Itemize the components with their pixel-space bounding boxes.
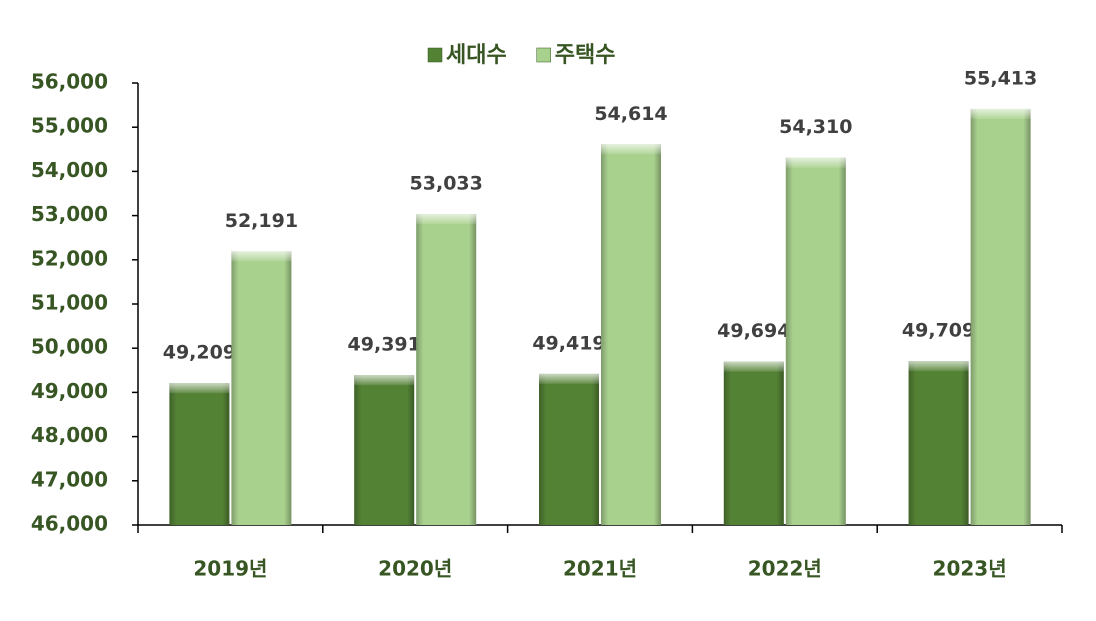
x-tick-label: 2019년: [193, 557, 267, 581]
value-label: 49,709: [902, 320, 975, 342]
bar-cap: [723, 361, 784, 372]
bar-cap: [354, 375, 415, 386]
bar-cap: [601, 144, 661, 155]
bar-shade: [539, 373, 599, 525]
value-label: 49,694: [717, 320, 790, 342]
bar-shade: [723, 361, 784, 525]
bar-shade: [169, 383, 230, 525]
y-tick-label: 47,000: [31, 467, 108, 491]
bar-cap: [169, 383, 230, 394]
bar-cap: [416, 214, 477, 225]
value-label: 52,191: [225, 210, 298, 232]
bar-cap: [231, 251, 292, 262]
bar-shade: [601, 144, 661, 525]
x-tick-label: 2021년: [563, 557, 637, 581]
bar-shade: [354, 375, 415, 525]
y-tick-label: 55,000: [31, 114, 108, 138]
legend-swatch: [427, 47, 443, 63]
y-tick-label: 52,000: [31, 246, 108, 270]
bar-shade: [416, 214, 477, 525]
bar-cap: [785, 157, 846, 168]
y-tick-label: 48,000: [31, 423, 108, 447]
legend-swatch: [536, 47, 551, 63]
bar-shade: [231, 251, 292, 526]
bar-cap: [970, 108, 1031, 119]
y-tick-label: 54,000: [31, 158, 108, 182]
y-tick-label: 53,000: [31, 202, 108, 226]
value-label: 54,310: [779, 116, 852, 138]
y-tick-label: 51,000: [31, 291, 108, 315]
value-label: 49,209: [163, 342, 236, 364]
y-tick-label: 49,000: [31, 379, 108, 403]
value-label: 54,614: [594, 103, 667, 125]
bar-shade: [970, 108, 1031, 525]
bar-cap: [908, 361, 969, 372]
value-label: 49,419: [532, 332, 605, 354]
x-tick-label: 2022년: [748, 557, 822, 581]
y-tick-label: 50,000: [31, 335, 108, 359]
value-label: 55,413: [964, 67, 1037, 89]
bar-cap: [539, 373, 599, 384]
legend-label: 주택수: [555, 43, 616, 68]
value-label: 53,033: [410, 173, 483, 195]
bar-shade: [908, 361, 969, 525]
x-tick-label: 2023년: [933, 557, 1007, 581]
value-label: 49,391: [348, 334, 421, 356]
y-tick-label: 56,000: [31, 70, 108, 94]
y-tick-label: 46,000: [31, 512, 108, 536]
legend-label: 세대수: [446, 43, 507, 68]
x-tick-label: 2020년: [378, 557, 452, 581]
bar-shade: [785, 157, 846, 525]
